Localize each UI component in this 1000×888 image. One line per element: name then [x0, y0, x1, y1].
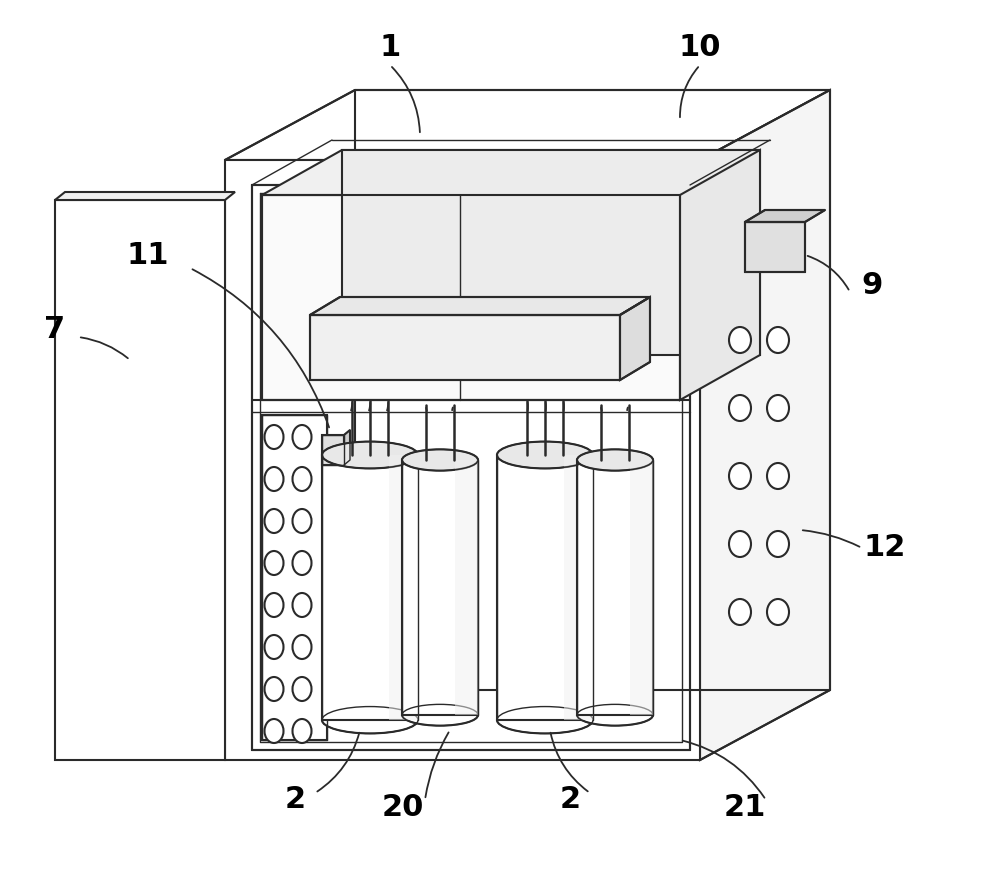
- Text: 20: 20: [382, 794, 424, 822]
- Text: 1: 1: [379, 34, 401, 62]
- Polygon shape: [322, 455, 418, 720]
- Text: 10: 10: [679, 34, 721, 62]
- Polygon shape: [389, 455, 418, 720]
- Text: 9: 9: [861, 271, 883, 299]
- Polygon shape: [55, 192, 235, 200]
- Polygon shape: [262, 195, 680, 400]
- Polygon shape: [225, 90, 830, 160]
- Polygon shape: [310, 315, 620, 380]
- Ellipse shape: [292, 635, 312, 659]
- Polygon shape: [620, 297, 650, 380]
- Ellipse shape: [264, 677, 284, 701]
- Ellipse shape: [264, 635, 284, 659]
- Ellipse shape: [497, 441, 593, 469]
- Ellipse shape: [264, 425, 284, 449]
- Text: 21: 21: [724, 794, 766, 822]
- Ellipse shape: [729, 463, 751, 489]
- Ellipse shape: [497, 707, 593, 733]
- Ellipse shape: [322, 441, 418, 469]
- Ellipse shape: [292, 467, 312, 491]
- Ellipse shape: [292, 551, 312, 575]
- Ellipse shape: [729, 395, 751, 421]
- Polygon shape: [262, 415, 327, 740]
- Polygon shape: [55, 200, 225, 760]
- Polygon shape: [342, 150, 760, 355]
- Polygon shape: [564, 455, 593, 720]
- Ellipse shape: [292, 593, 312, 617]
- Polygon shape: [745, 222, 805, 272]
- Polygon shape: [577, 460, 653, 715]
- Ellipse shape: [577, 449, 653, 471]
- Polygon shape: [455, 460, 478, 715]
- Polygon shape: [497, 455, 593, 720]
- Ellipse shape: [729, 327, 751, 353]
- Text: 2: 2: [284, 786, 306, 814]
- Polygon shape: [262, 150, 760, 195]
- Polygon shape: [225, 160, 700, 760]
- Ellipse shape: [264, 593, 284, 617]
- Ellipse shape: [264, 551, 284, 575]
- Ellipse shape: [729, 531, 751, 557]
- Ellipse shape: [729, 599, 751, 625]
- Ellipse shape: [292, 425, 312, 449]
- Polygon shape: [344, 430, 350, 465]
- Ellipse shape: [767, 395, 789, 421]
- Text: 11: 11: [127, 241, 169, 269]
- Polygon shape: [630, 460, 653, 715]
- Text: 7: 7: [44, 315, 66, 345]
- Polygon shape: [700, 90, 830, 760]
- Ellipse shape: [402, 704, 478, 725]
- Ellipse shape: [264, 467, 284, 491]
- Polygon shape: [402, 460, 478, 715]
- Ellipse shape: [292, 719, 312, 743]
- Ellipse shape: [264, 719, 284, 743]
- Ellipse shape: [292, 677, 312, 701]
- Ellipse shape: [264, 509, 284, 533]
- Text: 12: 12: [864, 534, 906, 562]
- Ellipse shape: [767, 327, 789, 353]
- Ellipse shape: [322, 707, 418, 733]
- Polygon shape: [680, 150, 760, 400]
- Polygon shape: [745, 210, 825, 222]
- Ellipse shape: [577, 704, 653, 725]
- Polygon shape: [252, 185, 690, 750]
- Ellipse shape: [767, 463, 789, 489]
- Text: 2: 2: [559, 786, 581, 814]
- Polygon shape: [322, 435, 344, 465]
- Ellipse shape: [767, 599, 789, 625]
- Polygon shape: [310, 297, 650, 315]
- Ellipse shape: [292, 509, 312, 533]
- Ellipse shape: [767, 531, 789, 557]
- Ellipse shape: [402, 449, 478, 471]
